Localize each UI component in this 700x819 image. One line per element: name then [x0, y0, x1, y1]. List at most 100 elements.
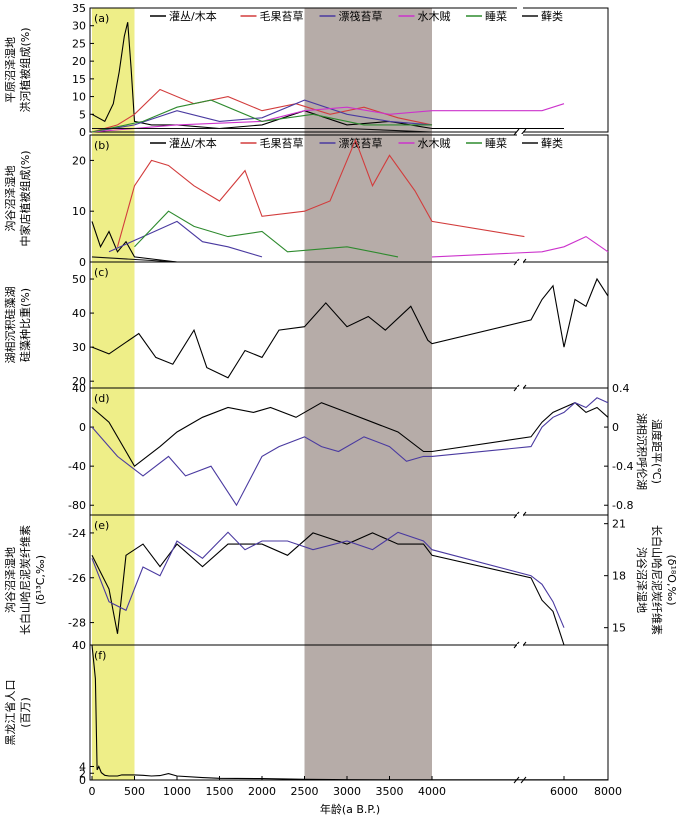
- panel-c-label: (c): [94, 266, 109, 279]
- panel-b-series-1: [116, 138, 525, 247]
- panel-d-ytick-right-label: 0.4: [612, 382, 630, 395]
- x-tick-label: 4000: [418, 785, 446, 798]
- panel-d-break-gap: [517, 387, 523, 516]
- x-tick-label: 3500: [376, 785, 404, 798]
- x-tick-label: 1500: [206, 785, 234, 798]
- panel-e-ylabel: 长白山哈尼泥炭纤维素: [18, 525, 32, 635]
- panel-e-ylabel: 沟谷沼泽湿地: [3, 547, 17, 613]
- panel-d-ytick-right-label: -0.8: [612, 499, 633, 512]
- panel-b-ytick-label: 20: [72, 154, 86, 167]
- panel-a-break-gap: [517, 7, 523, 133]
- panel-a-ytick-label: 15: [72, 73, 86, 86]
- panel-e-ytick-label: -28: [68, 617, 86, 630]
- panel-f-ytick-label: 2: [79, 767, 86, 780]
- panel-b-legend-label: 睡菜: [485, 137, 507, 150]
- panel-e-ytick-label: -26: [68, 572, 86, 585]
- panel-a-series-0: [91, 22, 564, 130]
- panel-a-label: (a): [94, 12, 109, 25]
- panel-b-ytick-label: 0: [79, 256, 86, 269]
- panel-a-series-5: [92, 127, 433, 133]
- panel-d-series-0: [91, 402, 609, 468]
- panel-a-series-1: [91, 88, 433, 133]
- panel-f-series-0: [91, 644, 608, 781]
- panel-a-ytick-label: 20: [72, 55, 86, 68]
- panel-b-series-4: [134, 210, 399, 258]
- panel-d-ylabel-right: 温度距平(℃): [650, 419, 664, 484]
- panel-c-ytick-label: 50: [72, 273, 86, 286]
- panel-b-ylabel: 沟谷沼泽湿地: [3, 166, 17, 232]
- panel-f-ytick-label: 40: [72, 639, 86, 652]
- panel-f-ylabel: (百万): [19, 697, 32, 728]
- panel-d-ytick-right-label: 0: [612, 421, 619, 434]
- panel-a-ylabel: 平原沼泽湿地: [3, 37, 17, 103]
- panel-e-label: (e): [94, 519, 109, 532]
- panel-c: (c) 20 30 40 50 湖相沉积硅藻湖 硅藻种比重(%): [4, 261, 609, 392]
- panel-f: (f) 024 40 黑龙江省人口 (百万): [4, 639, 609, 787]
- panel-b-legend-label: 水木贼: [418, 136, 451, 150]
- panel-a-frame: [89, 7, 609, 133]
- x-axis: 0 500 1000 1500 2000 2500 3000 3500 4000 6000 8000…: [89, 776, 622, 816]
- panel-a-ytick-label: 30: [72, 20, 86, 33]
- panel-e-ylabel-right: 沟谷沼泽湿地: [635, 547, 649, 613]
- panel-b-legend-label: 漂筏苔草: [339, 136, 383, 150]
- panel-b-legend-label: 毛果苔草: [260, 136, 304, 150]
- panel-e-ytick-right-label: 15: [612, 622, 626, 635]
- panel-b-series-2: [108, 220, 263, 258]
- x-tick-label: 2500: [291, 785, 319, 798]
- panel-d-ytick-label: -40: [68, 460, 86, 473]
- panel-c-ylabel: 硅藻种比重(%): [18, 288, 32, 362]
- panel-a-legend-label: 水木贼: [418, 9, 451, 23]
- panel-b-ytick-label: 10: [72, 205, 86, 218]
- panel-d-ytick-label: -80: [68, 499, 86, 512]
- panel-a-legend-label: 漂筏苔草: [339, 9, 383, 23]
- panel-e-ylabel-right: (δ¹⁸O,‰): [665, 554, 678, 605]
- x-tick-label: 2000: [248, 785, 276, 798]
- panel-e-series-1: [91, 531, 565, 628]
- panel-b-series-3: [431, 235, 609, 258]
- panel-a-ytick-label: 25: [72, 37, 86, 50]
- x-tick-label: 6000: [550, 785, 578, 798]
- x-tick-label: 0: [89, 785, 96, 798]
- panel-a-ytick-label: 10: [72, 91, 86, 104]
- x-tick-label: 500: [124, 785, 145, 798]
- panel-a-break-mark-left: [513, 128, 520, 136]
- x-tick-label: 8000: [594, 785, 622, 798]
- panel-b-break-gap: [517, 134, 523, 263]
- panel-d-ytick-label: 40: [72, 382, 86, 395]
- panel-d-ytick-right-label: -0.4: [612, 460, 633, 473]
- panel-e-ytick-label: -24: [68, 527, 86, 540]
- panel-a-ytick-label: 5: [79, 108, 86, 121]
- x-axis-label: 年龄(a B.P.): [320, 802, 380, 816]
- panel-d-ylabel-right: 湖相沉积呼伦湖: [635, 413, 649, 490]
- panel-f-break-gap: [517, 644, 523, 781]
- panel-c-ytick-label: 30: [72, 341, 86, 354]
- panel-b-label: (b): [94, 139, 110, 152]
- panel-f-label: (f): [94, 649, 106, 662]
- panel-a-legend-label: 毛果苔草: [260, 9, 304, 23]
- panel-f-ytick-label: 4: [79, 761, 86, 774]
- panel-e-ylabel: (δ¹³C,‰): [34, 555, 47, 605]
- panel-e-ytick-right-label: 21: [612, 518, 626, 531]
- panel-c-ytick-label: 20: [72, 375, 86, 388]
- panel-a-ytick-label: 0: [79, 126, 86, 139]
- panel-a-ytick-label: 35: [72, 2, 86, 15]
- panel-e-break-gap: [517, 514, 523, 646]
- panel-e-ytick-right-label: 18: [612, 570, 626, 583]
- x-tick-label: 3000: [333, 785, 361, 798]
- shaded-bands: [92, 8, 432, 780]
- panel-a-series-2: [91, 99, 433, 133]
- panel-a: (a) 0 5 10 15 20 25 30 35 平原沼泽湿地 洪河植被组成(%) 灌丛/木本 毛果苔…: [3, 2, 609, 139]
- panel-a-legend-label: 睡菜: [485, 10, 507, 23]
- panel-a-ylabel: 洪河植被组成(%): [18, 27, 32, 112]
- panel-a-series-3: [91, 103, 565, 133]
- panel-d-series-1: [91, 397, 609, 507]
- panel-d-label: (d): [94, 392, 110, 405]
- panel-a-legend-label: 灌丛/木本: [169, 9, 217, 23]
- panel-c-break-gap: [517, 261, 523, 389]
- panel-b-legend-label: 藓类: [541, 136, 563, 150]
- panel-a-series-4: [91, 99, 432, 133]
- panel-b-ylabel: 中家店植被组成(%): [18, 150, 32, 246]
